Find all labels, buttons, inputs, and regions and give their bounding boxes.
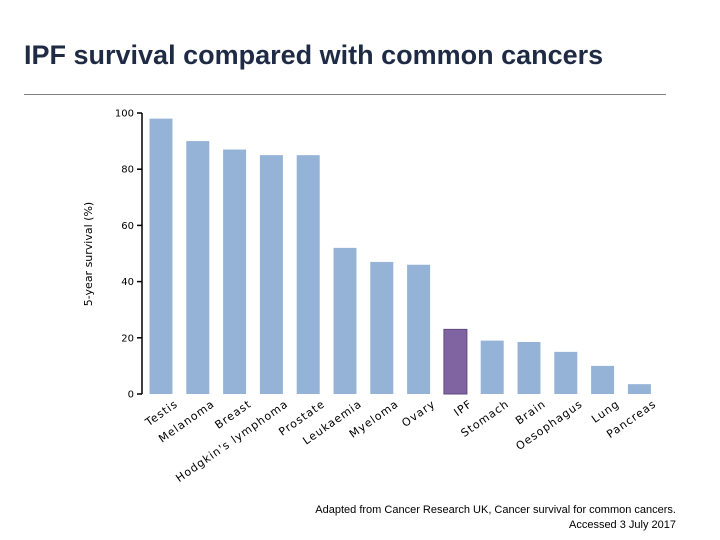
bar-prostate <box>296 155 320 394</box>
bar-leukaemia <box>333 247 357 394</box>
source-line-1: Adapted from Cancer Research UK, Cancer … <box>315 504 676 516</box>
y-axis-title: 5-year survival (%) <box>82 202 95 306</box>
bar-brain <box>517 342 541 394</box>
bar-oesophagus <box>554 351 578 394</box>
bar-lung <box>591 365 615 394</box>
source-note: Adapted from Cancer Research UK, Cancer … <box>315 503 676 533</box>
slide-title: IPF survival compared with common cancer… <box>24 40 604 70</box>
y-tick-label-60: 60 <box>121 221 134 232</box>
bar-stomach <box>480 340 504 394</box>
bars-layer <box>149 118 651 395</box>
y-tick-label-80: 80 <box>121 165 134 176</box>
y-ticks-layer: 0 20 40 60 80 100 <box>115 109 142 401</box>
source-line-2: Accessed 3 July 2017 <box>568 519 676 531</box>
bar-breast <box>223 149 247 394</box>
y-tick-label-0: 0 <box>128 390 134 401</box>
category-label-ipf: IPF <box>452 397 475 419</box>
bar-pancreas <box>627 384 651 394</box>
title-divider <box>24 94 666 95</box>
y-tick-label-100: 100 <box>115 109 134 120</box>
y-tick-label-20: 20 <box>121 333 134 344</box>
y-tick-label-40: 40 <box>121 277 134 288</box>
bar-myeloma <box>370 261 394 394</box>
bar-melanoma <box>186 141 210 394</box>
bar-ipf <box>443 328 468 395</box>
bar-hodgkin-s-lymphoma <box>259 155 283 394</box>
bar-ovary <box>407 264 431 394</box>
category-label-oesophagus: Oesophagus <box>514 397 586 453</box>
bar-testis <box>149 118 173 395</box>
category-label-ovary: Ovary <box>399 397 438 429</box>
